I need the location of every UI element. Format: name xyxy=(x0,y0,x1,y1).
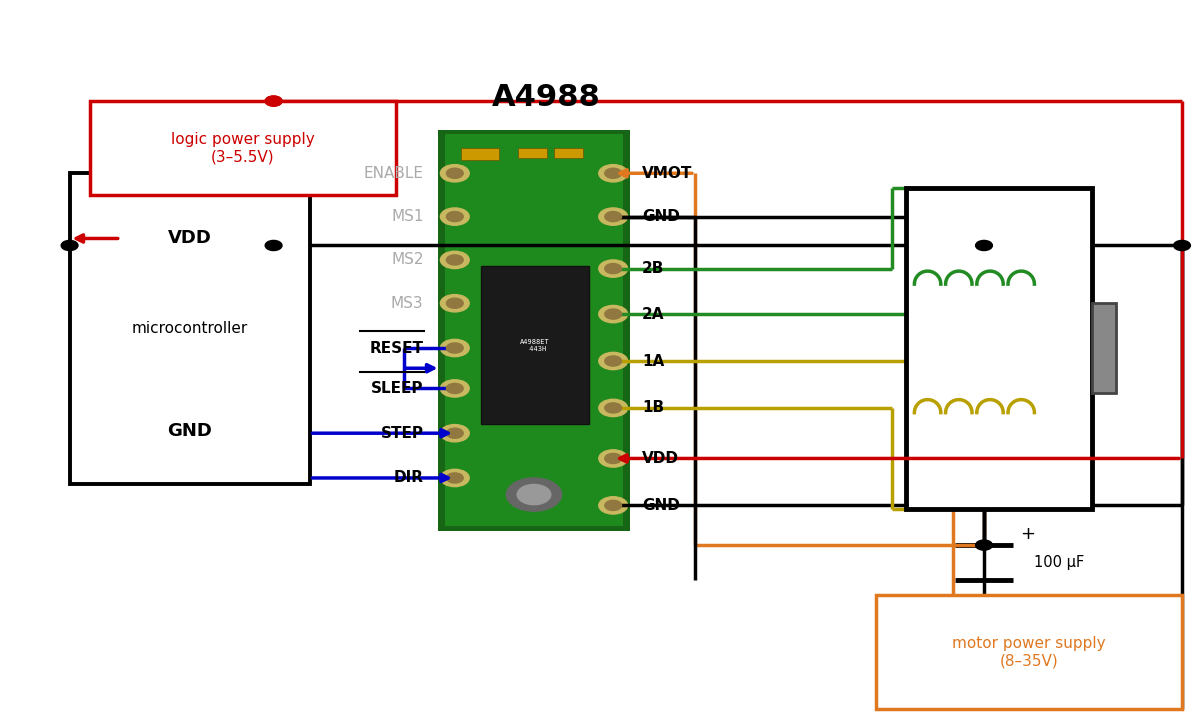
Text: VMOT: VMOT xyxy=(642,166,692,180)
Circle shape xyxy=(446,255,463,265)
Text: 1A: 1A xyxy=(642,354,665,368)
Circle shape xyxy=(599,450,628,467)
Text: ENABLE: ENABLE xyxy=(364,166,424,180)
Circle shape xyxy=(599,165,628,182)
Text: MS1: MS1 xyxy=(391,209,424,224)
Circle shape xyxy=(440,165,469,182)
Text: MS2: MS2 xyxy=(391,253,424,267)
Circle shape xyxy=(506,478,562,511)
FancyBboxPatch shape xyxy=(438,130,630,531)
Text: STEP: STEP xyxy=(380,426,424,440)
Circle shape xyxy=(605,356,622,366)
Text: RESET: RESET xyxy=(370,341,424,355)
Text: SLEEP: SLEEP xyxy=(371,381,424,396)
Text: 1B: 1B xyxy=(642,401,664,415)
Text: A4988ET
 443H: A4988ET 443H xyxy=(521,339,550,352)
Circle shape xyxy=(440,425,469,442)
Text: motor power supply
(8–35V): motor power supply (8–35V) xyxy=(952,636,1106,668)
Text: 100 μF: 100 μF xyxy=(1034,555,1085,570)
Text: VDD: VDD xyxy=(642,451,679,466)
Text: +: + xyxy=(1020,526,1034,543)
Circle shape xyxy=(440,380,469,397)
Circle shape xyxy=(605,500,622,510)
Circle shape xyxy=(440,469,469,487)
Text: VDD: VDD xyxy=(168,230,211,248)
Circle shape xyxy=(265,96,282,106)
Circle shape xyxy=(1174,240,1190,251)
FancyBboxPatch shape xyxy=(906,188,1092,509)
Circle shape xyxy=(599,260,628,277)
Circle shape xyxy=(599,305,628,323)
Text: GND: GND xyxy=(642,498,680,513)
Circle shape xyxy=(605,264,622,274)
Circle shape xyxy=(517,484,551,505)
Circle shape xyxy=(440,208,469,225)
Circle shape xyxy=(446,428,463,438)
Circle shape xyxy=(605,403,622,413)
Circle shape xyxy=(446,383,463,393)
Circle shape xyxy=(605,309,622,319)
Circle shape xyxy=(446,473,463,483)
FancyBboxPatch shape xyxy=(445,134,623,526)
FancyBboxPatch shape xyxy=(90,101,396,195)
Circle shape xyxy=(446,343,463,353)
Circle shape xyxy=(265,240,282,251)
Text: microcontroller: microcontroller xyxy=(132,321,247,336)
Text: MS3: MS3 xyxy=(391,296,424,310)
FancyBboxPatch shape xyxy=(518,148,547,158)
Text: GND: GND xyxy=(167,422,212,440)
Circle shape xyxy=(61,240,78,251)
Circle shape xyxy=(605,212,622,222)
Circle shape xyxy=(599,208,628,225)
Circle shape xyxy=(605,453,622,464)
FancyBboxPatch shape xyxy=(70,173,310,484)
Circle shape xyxy=(605,168,622,178)
Circle shape xyxy=(440,251,469,269)
Text: 2B: 2B xyxy=(642,261,665,276)
Text: logic power supply
(3–5.5V): logic power supply (3–5.5V) xyxy=(172,132,314,164)
Circle shape xyxy=(265,96,282,106)
Circle shape xyxy=(976,540,992,550)
FancyBboxPatch shape xyxy=(481,266,589,424)
Circle shape xyxy=(599,399,628,417)
Text: 2A: 2A xyxy=(642,307,665,321)
Circle shape xyxy=(440,339,469,357)
Text: A4988: A4988 xyxy=(492,83,600,112)
Text: DIR: DIR xyxy=(394,471,424,485)
Text: GND: GND xyxy=(642,209,680,224)
Circle shape xyxy=(599,352,628,370)
FancyBboxPatch shape xyxy=(461,148,499,160)
FancyBboxPatch shape xyxy=(876,595,1182,709)
Circle shape xyxy=(446,298,463,308)
Circle shape xyxy=(599,497,628,514)
Circle shape xyxy=(446,212,463,222)
FancyBboxPatch shape xyxy=(1092,303,1116,393)
Circle shape xyxy=(446,168,463,178)
FancyBboxPatch shape xyxy=(554,148,583,158)
Circle shape xyxy=(440,295,469,312)
Circle shape xyxy=(976,240,992,251)
